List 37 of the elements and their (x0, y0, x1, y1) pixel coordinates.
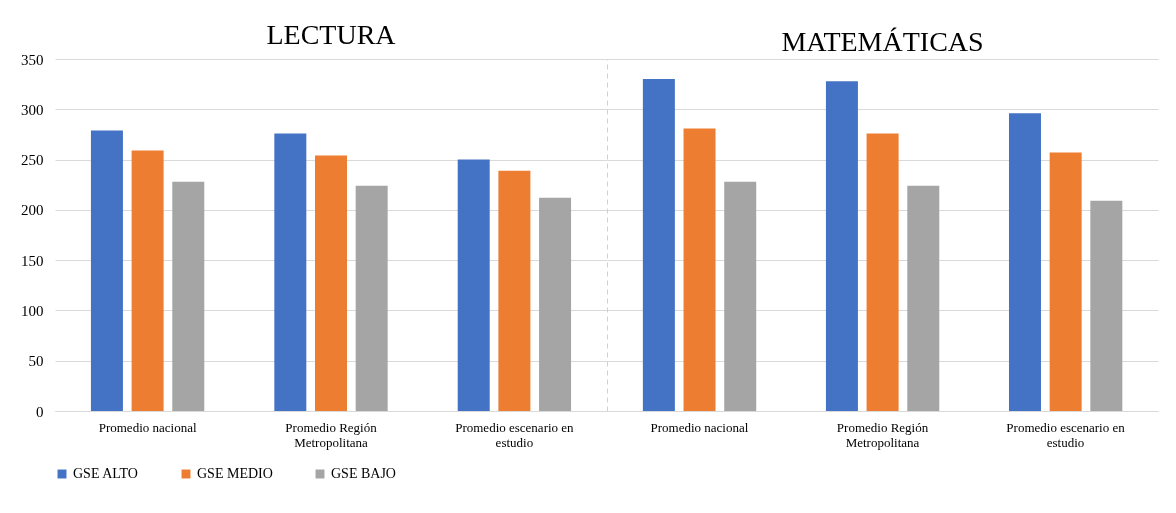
x-tick-label: Promedio nacional (98, 419, 197, 435)
bar (642, 79, 675, 411)
y-tick-label: 0 (36, 403, 44, 420)
legend-label: GSE BAJO (331, 466, 396, 481)
bar (683, 128, 716, 411)
x-tick-label: Promedio escenario en estudio (1006, 419, 1126, 450)
bar (498, 170, 531, 411)
bar (866, 133, 899, 411)
bar (724, 181, 757, 411)
y-tick-label: 200 (21, 202, 44, 219)
x-tick-label: Promedio Región Metropolitana (285, 419, 378, 450)
y-tick-label: 300 (21, 101, 44, 118)
bar (1049, 152, 1082, 411)
bar (274, 133, 307, 411)
bar (131, 150, 164, 411)
bar (1090, 200, 1123, 411)
bar (90, 130, 123, 411)
chart-title: LECTURA (266, 19, 397, 50)
y-tick-label: 50 (28, 353, 44, 370)
bar (1008, 113, 1041, 411)
bar (907, 185, 940, 411)
bar (825, 81, 858, 411)
y-tick-label: 250 (21, 152, 44, 169)
bar (315, 155, 347, 411)
y-tick-label: 150 (21, 252, 44, 269)
bar (539, 197, 572, 411)
legend-label: GSE ALTO (73, 466, 138, 481)
y-tick-label: 350 (21, 51, 44, 68)
chart-title: MATEMÁTICAS (781, 26, 984, 57)
legend-label: GSE MEDIO (197, 466, 273, 481)
bar (457, 159, 490, 411)
y-tick-label: 100 (21, 302, 44, 319)
x-tick-label: Promedio nacional (650, 419, 749, 435)
x-tick-label: Promedio escenario en estudio (455, 419, 575, 450)
x-tick-label: Promedio Región Metropolitana (836, 419, 929, 450)
bar (355, 185, 388, 411)
bar (172, 181, 205, 411)
